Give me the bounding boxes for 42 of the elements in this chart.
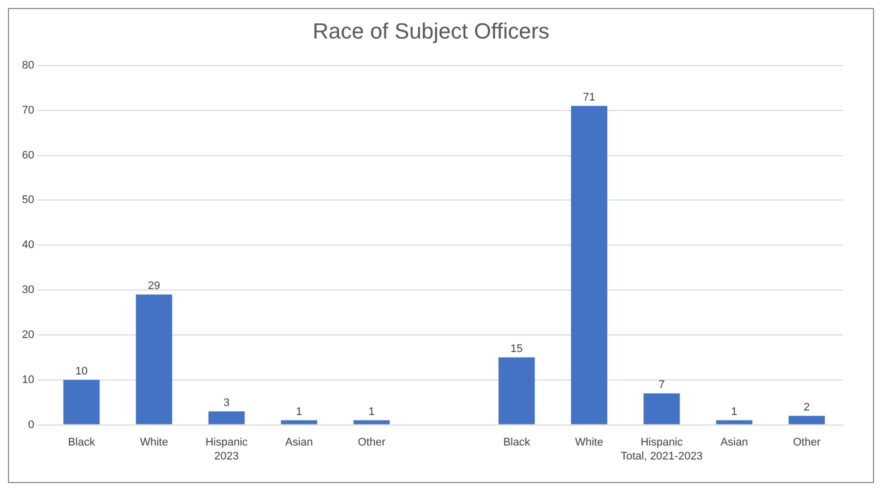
y-tick-label: 0 (28, 418, 34, 431)
bar (571, 106, 608, 424)
x-tick-label: Hispanic (205, 436, 248, 448)
data-label: 1 (368, 406, 375, 418)
data-label: 7 (658, 378, 665, 391)
x-tick-label: Asian (720, 436, 748, 448)
data-label: 1 (731, 406, 738, 418)
bar (498, 357, 535, 424)
x-tick-label: Other (792, 436, 821, 448)
y-tick-label: 60 (22, 149, 34, 162)
y-tick-label: 10 (22, 374, 34, 386)
bar (136, 294, 172, 424)
data-label: 71 (583, 91, 596, 104)
bar (716, 420, 752, 424)
y-tick-label: 50 (22, 194, 34, 206)
text: Total, 2021-2023 (620, 450, 703, 462)
x-tick-label: Black (68, 436, 96, 448)
bar (208, 411, 245, 424)
data-label: 3 (223, 396, 230, 409)
data-label: 29 (148, 280, 160, 292)
data-label: 2 (804, 401, 810, 414)
x-tick-label: Black (503, 436, 531, 448)
data-label: 1 (296, 406, 302, 418)
x-tick-label: Hispanic (640, 436, 684, 448)
x-tick-label: Asian (285, 436, 313, 448)
x-tick-label: White (575, 436, 604, 448)
y-tick-label: 30 (22, 284, 34, 296)
y-tick-label: 40 (22, 239, 34, 252)
data-label: 15 (510, 342, 523, 355)
x-tick-label: White (140, 436, 168, 448)
y-tick-label: 20 (22, 328, 34, 341)
y-tick-label: 70 (22, 104, 34, 116)
x-tick-label: Other (358, 436, 386, 448)
bar (280, 420, 318, 424)
bar (63, 380, 100, 424)
y-tick-label: 80 (22, 59, 34, 72)
bar (644, 393, 680, 424)
text: 2023 (214, 450, 239, 462)
bar (353, 420, 390, 424)
chart-title: Race of Subject Officers (312, 18, 550, 44)
bar (788, 416, 825, 424)
data-label: 10 (75, 365, 88, 378)
